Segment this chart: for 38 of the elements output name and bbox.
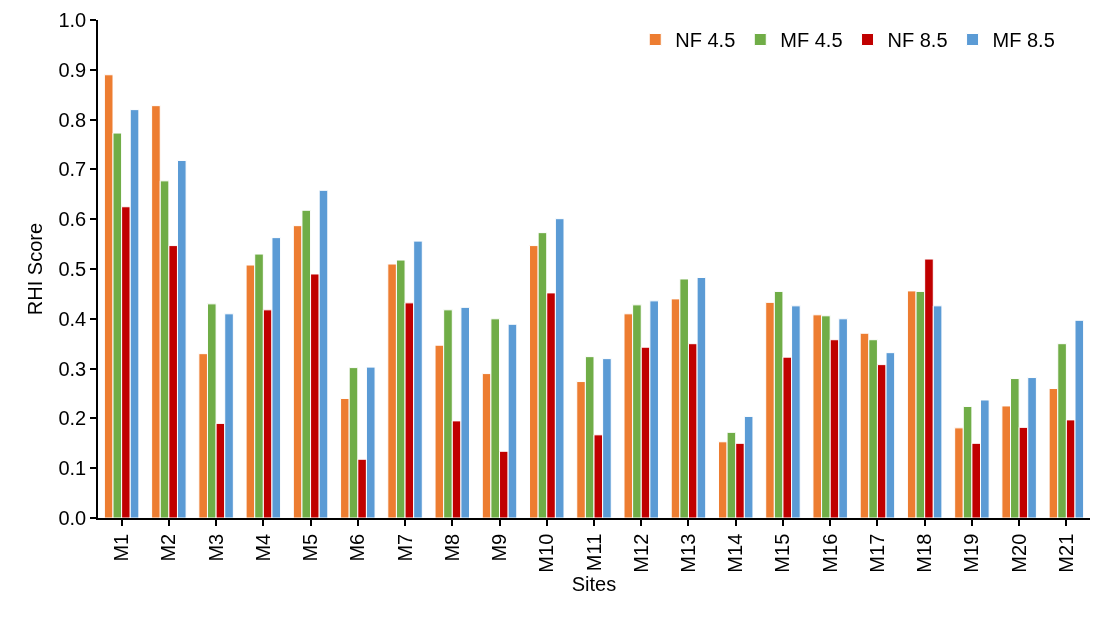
legend-label: NF 4.5 [675,29,736,52]
x-tick-label: M3 [204,533,227,562]
y-tick-label: 0.8 [58,108,87,131]
y-tick-label: 0.7 [58,158,87,181]
x-tick-label: M18 [913,533,936,573]
x-tick-label: M12 [629,533,652,573]
x-tick-label: M5 [299,533,322,562]
y-tick-label: 0.6 [58,208,87,231]
x-tick-label: M1 [110,533,133,562]
legend-label: MF 4.5 [780,29,843,52]
x-tick-label: M9 [488,533,511,562]
x-tick-label: M16 [818,533,841,573]
x-tick-label: M14 [724,533,747,573]
x-tick-label: M4 [251,533,274,562]
y-tick-label: 0.2 [58,407,87,430]
legend-label: NF 8.5 [887,29,948,52]
x-tick-label: M13 [676,533,699,573]
x-tick-label: M19 [960,533,983,573]
x-tick-label: M10 [535,533,558,573]
x-tick-label: M8 [440,533,463,562]
y-tick-label: 0.5 [58,258,87,280]
x-axis-title: Sites [571,572,617,595]
legend-label: MF 8.5 [992,29,1055,52]
x-tick-label: M7 [393,533,416,562]
x-tick-label: M15 [771,533,794,573]
y-tick-label: 0.0 [58,507,87,529]
x-tick-label: M21 [1054,533,1077,573]
x-tick-label: M11 [582,533,605,572]
x-tick-label: M6 [346,533,369,562]
y-tick-label: 0.1 [58,457,87,480]
y-tick-label: 0.4 [58,307,87,330]
y-tick-label: 1.0 [58,9,87,31]
y-tick-label: 0.9 [58,58,87,81]
y-tick-label: 0.3 [58,357,87,380]
x-tick-label: M17 [865,533,888,573]
x-tick-label: M20 [1007,533,1030,573]
x-tick-label: M2 [157,533,180,562]
y-axis-title: RHI Score [24,222,47,316]
